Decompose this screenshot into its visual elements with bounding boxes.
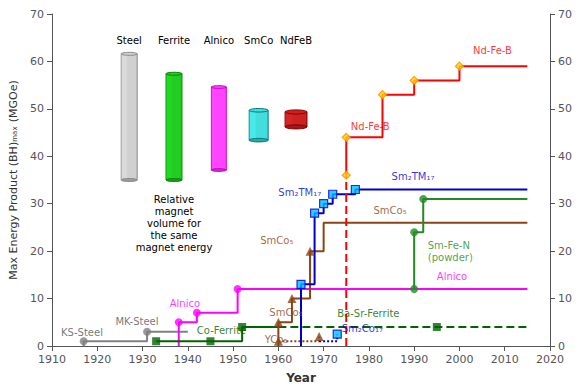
svg-text:Nd-Fe-B: Nd-Fe-B [473,45,512,56]
svg-text:30: 30 [558,197,572,210]
svg-text:1950: 1950 [219,353,247,366]
svg-text:the same: the same [151,230,198,241]
svg-text:60: 60 [30,55,44,68]
svg-text:SmCo: SmCo [244,35,273,46]
svg-text:1960: 1960 [264,353,292,366]
svg-text:Sm₂TM₁₇: Sm₂TM₁₇ [392,171,435,182]
svg-text:Ferrite: Ferrite [158,35,190,46]
svg-text:2010: 2010 [491,353,519,366]
svg-text:Alnico: Alnico [204,35,234,46]
svg-text:Sm-Fe-N: Sm-Fe-N [428,240,470,251]
svg-text:1930: 1930 [129,353,157,366]
svg-text:0: 0 [37,340,44,353]
svg-text:YCo₅: YCo₅ [264,334,288,345]
svg-text:1980: 1980 [355,353,383,366]
svg-text:(powder): (powder) [428,252,473,263]
svg-text:volume for: volume for [147,218,202,229]
svg-text:magnet: magnet [155,206,194,217]
svg-text:1940: 1940 [174,353,202,366]
svg-text:Sm₂TM₁₇: Sm₂TM₁₇ [278,187,321,198]
svg-text:Relative: Relative [154,194,194,205]
svg-text:SmCo₅: SmCo₅ [260,235,293,246]
svg-text:SmCo₅: SmCo₅ [269,307,302,318]
svg-text:10: 10 [30,292,44,305]
svg-text:40: 40 [30,150,44,163]
svg-text:20: 20 [558,245,572,258]
svg-text:Nd-Fe-B: Nd-Fe-B [351,121,390,132]
svg-text:20: 20 [30,245,44,258]
svg-text:magnet energy: magnet energy [136,242,213,253]
svg-text:2000: 2000 [445,353,473,366]
svg-text:10: 10 [558,292,572,305]
svg-text:60: 60 [558,55,572,68]
svg-text:SmCo₅: SmCo₅ [373,205,406,216]
svg-text:Steel: Steel [117,35,142,46]
svg-text:Alnico: Alnico [437,271,467,282]
svg-text:MK-Steel: MK-Steel [115,316,158,327]
svg-text:Ba-Sr-Ferrite: Ba-Sr-Ferrite [337,308,399,319]
svg-text:0: 0 [558,340,565,353]
svg-text:30: 30 [30,197,44,210]
svg-text:1910: 1910 [38,353,66,366]
svg-text:1920: 1920 [83,353,111,366]
svg-text:Co-Ferrite: Co-Ferrite [197,325,246,336]
svg-text:40: 40 [558,150,572,163]
svg-text:50: 50 [558,102,572,115]
svg-text:50: 50 [30,102,44,115]
svg-text:1990: 1990 [400,353,428,366]
svg-text:70: 70 [558,8,572,21]
svg-text:Max Energy Product (BH)ₘₐₓ (MG: Max Energy Product (BH)ₘₐₓ (MGOe) [7,80,20,279]
svg-text:Sm₂Co₁₇: Sm₂Co₁₇ [342,323,383,334]
svg-text:2020: 2020 [536,353,564,366]
svg-text:1970: 1970 [310,353,338,366]
svg-text:Year: Year [285,371,316,385]
svg-text:Alnico: Alnico [170,298,200,309]
svg-text:KS-Steel: KS-Steel [61,327,103,338]
svg-text:NdFeB: NdFeB [280,35,312,46]
svg-text:70: 70 [30,8,44,21]
